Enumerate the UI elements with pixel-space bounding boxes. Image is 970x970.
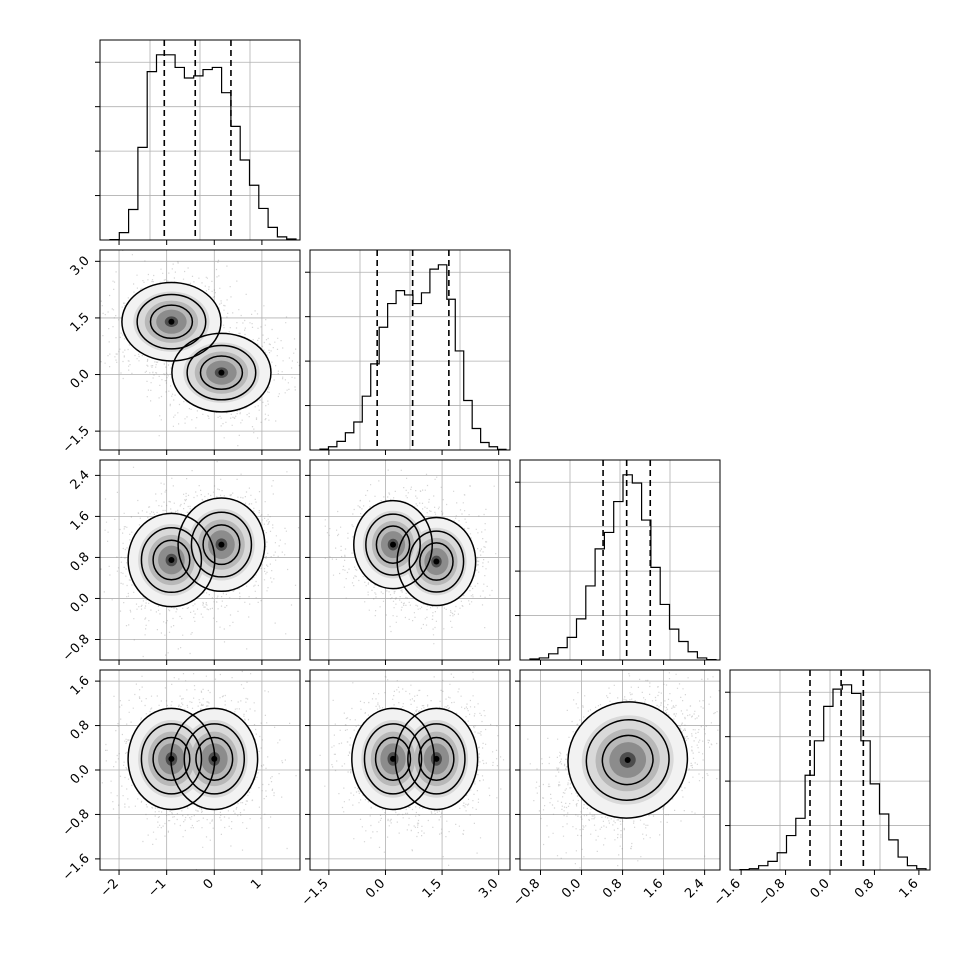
x-tick-label: 0 [201, 876, 217, 892]
y-tick-label: 0.8 [68, 550, 93, 575]
panel-frame [99, 39, 301, 241]
contour-line [183, 723, 246, 795]
peak-marker [433, 755, 440, 762]
histogram-bars [529, 474, 717, 661]
y-tick-label: 0.0 [68, 762, 93, 787]
y-tick-label: 0.0 [68, 591, 93, 616]
x-tick-label: −1.6 [711, 876, 744, 909]
y-tick-label: 1.6 [68, 673, 93, 698]
x-tick-label: −0.8 [510, 876, 543, 909]
y-tick-label: 0.8 [68, 718, 93, 743]
contour-line [195, 736, 234, 782]
x-tick-label: 2.4 [682, 876, 707, 901]
contour-line [202, 524, 241, 566]
y-tick-label: 1.5 [68, 310, 93, 335]
contour-line [199, 355, 244, 390]
y-tick-label: 1.6 [68, 509, 93, 534]
joint-panel-0-1 [100, 250, 300, 450]
marginal-histogram-3 [725, 669, 931, 871]
contour-line [407, 723, 466, 795]
contour-line [374, 736, 412, 782]
contour-line [140, 526, 203, 594]
x-tick-label: −0.8 [755, 876, 788, 909]
peak-marker [168, 755, 175, 762]
peak-marker [390, 755, 397, 762]
marginal-histogram-0 [95, 39, 301, 241]
x-tick-label: 1 [248, 876, 264, 892]
x-tick-label: 1.5 [420, 876, 445, 901]
contour-line [121, 281, 222, 362]
x-tick-label: −1.5 [299, 876, 332, 909]
y-tick-label: −1.5 [60, 423, 93, 456]
histogram-bars [319, 264, 507, 450]
x-tick-label: 1.6 [641, 876, 666, 901]
y-tick-label: −0.8 [60, 632, 93, 665]
marginal-histogram-2 [515, 459, 721, 661]
contour-line [419, 542, 454, 581]
marginal-histogram-1 [305, 249, 511, 451]
contour-line [396, 516, 477, 607]
contour-line [149, 304, 194, 340]
x-tick-label: 3.0 [476, 876, 501, 901]
contour-line [601, 734, 654, 786]
panel-frame [99, 249, 301, 451]
x-tick-label: 0.0 [808, 876, 833, 901]
contour-line [363, 723, 423, 795]
joint-panel-1-3 [310, 670, 510, 870]
panel-frame [519, 459, 721, 661]
peak-marker [624, 757, 631, 763]
contour-line [152, 736, 191, 782]
contour-line [418, 736, 455, 782]
contour-line [127, 512, 216, 608]
peak-marker [168, 318, 175, 325]
contour-line [186, 344, 257, 401]
contour-line [152, 539, 191, 581]
peak-marker [211, 755, 218, 762]
joint-panel-0-2 [100, 460, 300, 660]
y-tick-label: 3.0 [68, 254, 93, 279]
peak-marker [218, 541, 225, 548]
panel-frame [309, 249, 511, 451]
contour-line [567, 701, 689, 819]
x-tick-label: 1.6 [896, 876, 921, 901]
peak-marker [433, 558, 440, 565]
y-tick-label: 0.0 [68, 367, 93, 392]
panel-frame [309, 459, 511, 661]
contour-line [585, 719, 670, 801]
contour-line [353, 499, 434, 590]
contour-line [171, 332, 272, 413]
joint-panel-1-2 [310, 460, 510, 660]
x-tick-label: 0.0 [363, 876, 388, 901]
histogram-bars [739, 684, 927, 871]
contour-line [365, 513, 421, 576]
joint-panel-0-3 [100, 670, 300, 870]
contour-line [140, 723, 203, 795]
panel-frame [99, 459, 301, 661]
x-tick-label: −1 [145, 876, 169, 900]
peak-marker [390, 541, 397, 548]
x-tick-label: −2 [98, 876, 122, 900]
y-tick-label: −1.6 [60, 851, 93, 884]
peak-marker [168, 557, 175, 563]
x-tick-label: 0.8 [852, 876, 877, 901]
contour-line [408, 530, 465, 593]
contour-line [136, 293, 207, 350]
histogram-bars [109, 54, 297, 241]
y-tick-label: 2.4 [68, 468, 93, 493]
joint-panel-2-3 [520, 670, 720, 870]
x-tick-label: 0.0 [559, 876, 584, 901]
contour-line [190, 511, 253, 578]
contour-line [375, 525, 411, 564]
peak-marker [218, 369, 225, 376]
y-tick-label: −0.8 [60, 807, 93, 840]
contour-line [177, 497, 266, 593]
x-tick-label: 0.8 [600, 876, 625, 901]
